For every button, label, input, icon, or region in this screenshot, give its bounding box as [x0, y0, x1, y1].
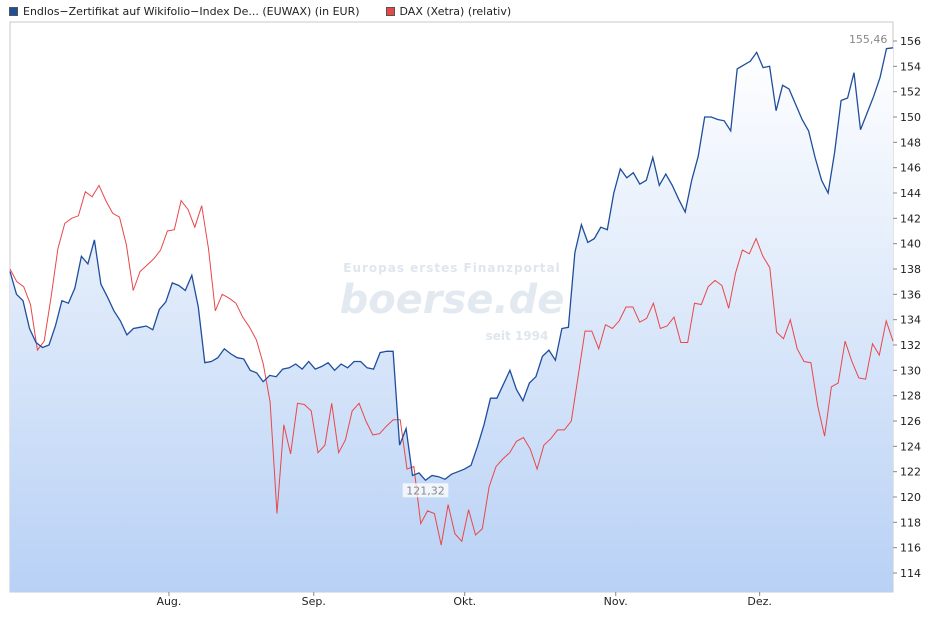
watermark-tagline: Europas erstes Finanzportal	[343, 261, 560, 275]
x-tick-label: Dez.	[747, 595, 772, 608]
y-tick-label: 130	[900, 364, 921, 377]
min-value-label: 121,32	[402, 483, 449, 498]
x-tick-label: Nov.	[604, 595, 628, 608]
svg-text:155,46: 155,46	[849, 33, 888, 46]
y-tick-label: 124	[900, 440, 921, 453]
y-tick-label: 150	[900, 111, 921, 124]
x-tick-label: Sep.	[302, 595, 326, 608]
y-tick-label: 136	[900, 288, 921, 301]
watermark-logo: boerse.de	[340, 277, 565, 323]
y-tick-label: 142	[900, 212, 921, 225]
legend-swatch-red	[385, 6, 395, 16]
y-tick-label: 152	[900, 86, 921, 99]
y-tick-label: 128	[900, 390, 921, 403]
series-line-zertifikat	[9, 47, 894, 482]
watermark-since: seit 1994	[486, 329, 549, 343]
chart-legend: Endlos−Zertifikat auf Wikifolio−Index De…	[0, 0, 511, 22]
y-tick-label: 114	[900, 567, 921, 580]
y-tick-label: 134	[900, 314, 921, 327]
legend-label-dax: DAX (Xetra) (relativ)	[399, 4, 512, 18]
y-tick-label: 138	[900, 263, 921, 276]
y-tick-label: 122	[900, 466, 921, 479]
y-tick-label: 126	[900, 415, 921, 428]
y-tick-label: 116	[900, 542, 921, 555]
y-tick-label: 146	[900, 162, 921, 175]
y-tick-label: 118	[900, 516, 921, 529]
series-area-zertifikat	[10, 47, 893, 593]
x-tick-label: Okt.	[453, 595, 476, 608]
max-value-label: 155,46	[845, 31, 891, 46]
y-tick-label: 148	[900, 136, 921, 149]
y-tick-label: 140	[900, 238, 921, 251]
svg-text:121,32: 121,32	[406, 484, 445, 497]
legend-swatch-blue	[9, 6, 18, 16]
series-line-dax	[9, 184, 894, 546]
y-tick-label: 144	[900, 187, 921, 200]
y-tick-label: 156	[900, 35, 921, 48]
legend-item-zertifikat[interactable]: Endlos−Zertifikat auf Wikifolio−Index De…	[9, 5, 360, 18]
y-tick-label: 120	[900, 491, 921, 504]
legend-label-zertifikat: Endlos−Zertifikat auf Wikifolio−Index De…	[23, 4, 360, 18]
legend-item-dax[interactable]: DAX (Xetra) (relativ)	[385, 4, 512, 18]
y-tick-label: 132	[900, 339, 921, 352]
y-tick-label: 154	[900, 60, 921, 73]
x-tick-label: Aug.	[156, 595, 181, 608]
watermark: Europas erstes Finanzportal boerse.de se…	[340, 261, 565, 343]
